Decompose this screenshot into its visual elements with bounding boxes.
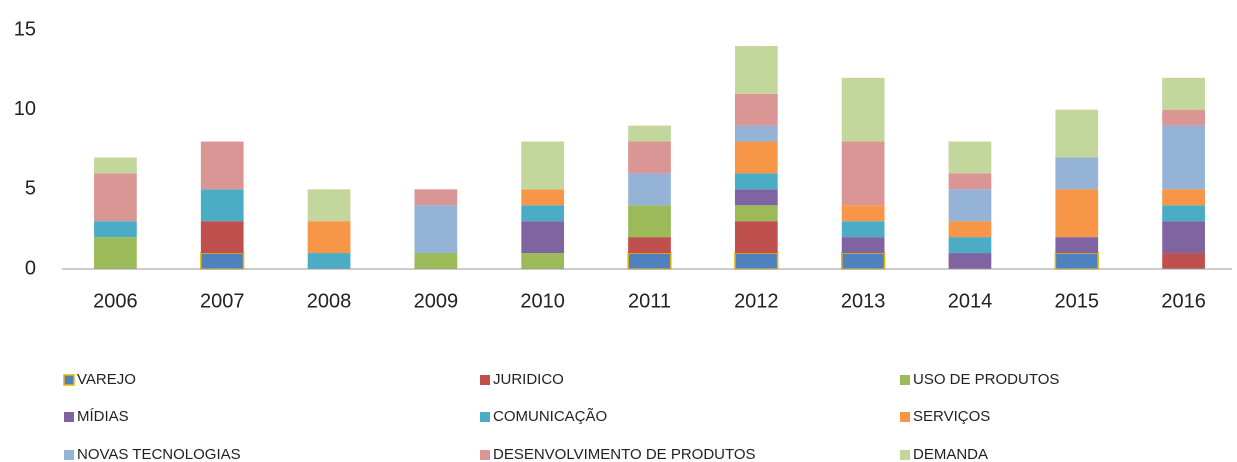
legend-swatch [64,450,74,460]
y-tick-label: 0 [25,257,36,279]
legend-label: USO DE PRODUTOS [913,371,1059,388]
legend-swatch [900,412,910,422]
bar-segment [734,93,778,126]
x-tick-label: 2016 [1161,290,1206,312]
legend-label: DESENVOLVIMENTO DE PRODUTOS [493,446,756,462]
x-tick-label: 2006 [93,290,138,312]
bar-segment [734,252,779,270]
bar-segment [734,189,778,206]
bar-segment [307,221,351,254]
bar-segment [1162,189,1205,206]
legend-label: COMUNICAÇÃO [493,408,607,425]
bar-segment [841,77,885,142]
bar-segment [521,221,565,254]
legend-swatch [480,412,490,422]
bar-segment [94,157,137,174]
bar-segment [1055,189,1099,238]
bar-segment [200,221,244,254]
bar-segment [307,253,351,269]
bar-segment [948,141,992,174]
legend-swatch [480,450,490,460]
bar-segment [1054,252,1099,270]
x-tick-label: 2010 [520,290,565,312]
legend-swatch [64,412,74,422]
bar-segment [734,125,778,142]
bar-segment [1055,109,1099,158]
legend-label: SERVIÇOS [913,408,990,425]
bar-segment [841,221,885,238]
bar-segment [948,221,992,238]
x-tick-label: 2014 [948,290,993,312]
bar-segment [1055,237,1099,254]
x-tick-label: 2008 [307,290,352,312]
bar-segment [628,125,671,142]
bar-segment [734,205,778,222]
legend-swatch [63,374,75,386]
bar-segment [948,173,992,190]
bar-segment [1162,77,1205,110]
bar-segment [841,237,885,254]
bar-segment [1162,205,1205,222]
legend-label: JURIDICO [493,371,564,388]
legend-swatch [900,450,910,460]
legend-label: MÍDIAS [77,408,129,425]
x-tick-label: 2012 [734,290,779,312]
legend-swatch [480,375,490,385]
y-tick-label: 5 [25,178,36,200]
bar-segment [1055,157,1099,190]
bar-segment [628,173,671,206]
bar-segment [94,237,137,269]
bar-segment [200,141,244,190]
bar-segment [414,253,458,269]
bar-segment [734,221,778,254]
bar-segment [521,253,565,269]
x-tick-label: 2011 [628,290,671,312]
legend-swatch [900,375,910,385]
bar-segment [1162,221,1205,254]
y-tick-label: 10 [14,98,36,120]
bar-segment [841,141,885,206]
bar-segment [841,252,886,270]
bar-segment [521,205,565,222]
bar-segment [628,141,671,174]
bar-segment [627,252,672,270]
bar-segment [94,173,137,222]
bar-segment [1162,125,1205,190]
legend-label: NOVAS TECNOLOGIAS [77,446,241,462]
bar-segment [1162,109,1205,126]
bar-segment [414,205,458,254]
bar-segment [94,221,137,238]
x-tick-label: 2013 [841,290,886,312]
legend-label: DEMANDA [913,446,988,462]
bar-segment [734,141,778,174]
bar-segment [948,237,992,254]
bar-segment [414,189,458,206]
bar-segment [200,252,245,270]
bar-segment [948,189,992,222]
bar-segment [628,205,671,238]
y-tick-label: 15 [14,18,36,40]
bar-segment [734,45,778,94]
x-tick-label: 2009 [414,290,459,312]
x-tick-label: 2015 [1055,290,1100,312]
legend-label: VAREJO [77,371,136,388]
bar-segment [734,173,778,190]
x-tick-label: 2007 [200,290,245,312]
bar-segment [628,237,671,254]
bar-segment [521,141,565,190]
bar-segment [200,189,244,222]
bar-segment [1162,253,1205,269]
bar-segment [841,205,885,222]
bar-segment [307,189,351,222]
bar-segment [521,189,565,206]
bar-segment [948,253,992,269]
